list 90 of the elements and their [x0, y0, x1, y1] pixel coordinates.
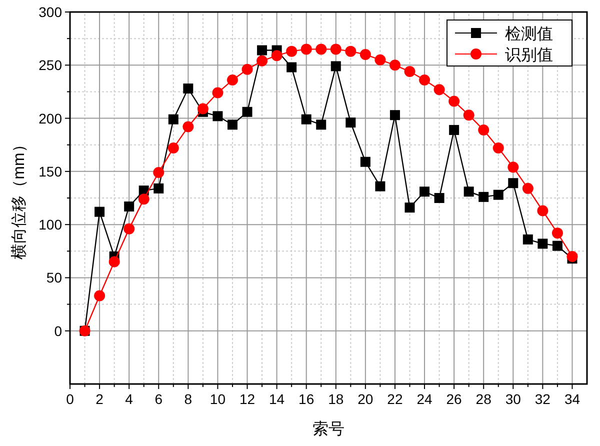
x-tick-label: 18: [328, 391, 344, 407]
point: [182, 121, 194, 132]
point: [168, 114, 178, 124]
y-tick-label: 50: [46, 270, 62, 286]
point: [286, 62, 297, 72]
x-tick-label: 12: [239, 391, 256, 407]
y-tick-label: 300: [38, 4, 62, 20]
point: [508, 178, 518, 188]
point: [375, 181, 386, 192]
point: [345, 46, 356, 57]
point: [389, 60, 400, 71]
point: [212, 111, 223, 122]
point: [108, 256, 120, 268]
point: [138, 194, 150, 205]
x-tick-label: 8: [184, 391, 192, 407]
point: [301, 114, 312, 124]
point: [256, 55, 268, 66]
x-tick-label: 26: [446, 391, 462, 407]
point: [538, 238, 548, 249]
point: [492, 142, 504, 154]
x-tick-label: 4: [125, 391, 134, 407]
point: [316, 44, 327, 55]
point: [552, 228, 563, 239]
point: [464, 186, 474, 197]
x-tick-label: 30: [505, 391, 522, 407]
legend-label: 检测值: [505, 25, 553, 43]
point: [300, 44, 312, 55]
point: [316, 120, 326, 130]
point: [449, 124, 460, 135]
y-tick-label: 100: [38, 216, 62, 233]
x-tick-label: 20: [358, 391, 374, 407]
point: [242, 106, 252, 117]
point: [360, 156, 370, 167]
point: [154, 183, 164, 194]
point: [183, 84, 194, 94]
point: [242, 64, 253, 75]
point: [153, 166, 164, 178]
point: [478, 124, 490, 136]
point: [330, 61, 341, 72]
point: [94, 206, 105, 217]
x-tick-label: 28: [476, 391, 492, 407]
x-tick-label: 24: [416, 391, 433, 407]
y-tick-label: 0: [54, 322, 62, 339]
point: [197, 103, 208, 114]
x-tick-label: 10: [210, 391, 226, 407]
x-tick-label: 32: [534, 391, 551, 407]
point: [566, 250, 578, 262]
point: [419, 74, 430, 86]
point: [286, 46, 298, 57]
point: [124, 223, 135, 234]
point: [346, 118, 356, 128]
x-axis-title: 索号: [312, 420, 344, 438]
point: [374, 54, 386, 66]
point: [493, 190, 504, 200]
point: [94, 290, 106, 302]
point: [271, 50, 282, 62]
point: [420, 186, 430, 197]
x-tick-label: 16: [298, 391, 314, 407]
y-axis-title: 横向位移（mm）: [10, 136, 28, 260]
point: [124, 202, 134, 212]
point: [537, 205, 548, 216]
point: [227, 120, 238, 130]
legend-label: 识别值: [505, 46, 553, 64]
point: [522, 234, 533, 244]
point: [463, 110, 474, 121]
point: [552, 240, 562, 251]
point: [168, 142, 179, 154]
x-tick-label: 22: [387, 391, 403, 407]
x-tick-label: 0: [66, 391, 74, 407]
point: [434, 193, 444, 203]
point: [330, 44, 342, 55]
x-tick-label: 14: [269, 391, 285, 407]
point: [212, 87, 224, 98]
x-tick-label: 2: [96, 391, 104, 407]
x-tick-label: 6: [154, 391, 163, 407]
point: [434, 84, 445, 96]
point: [390, 110, 400, 120]
point: [404, 66, 416, 78]
point: [448, 96, 460, 107]
y-tick-label: 150: [38, 163, 62, 180]
point: [404, 202, 415, 213]
x-tick-label: 34: [564, 391, 580, 407]
point: [522, 182, 534, 194]
y-tick-label: 250: [38, 57, 62, 74]
point: [360, 49, 371, 60]
point: [226, 74, 238, 86]
point: [478, 192, 489, 202]
y-tick-label: 200: [38, 110, 62, 126]
point: [508, 162, 519, 173]
point: [257, 45, 268, 56]
